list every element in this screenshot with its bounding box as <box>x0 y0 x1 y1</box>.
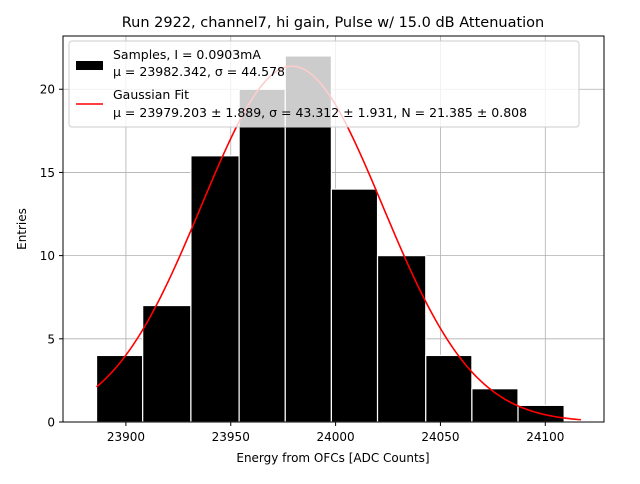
legend-samples-swatch <box>76 61 103 70</box>
y-tick-label-0: 0 <box>47 416 55 430</box>
x-tick-label-0: 23900 <box>107 430 145 444</box>
histogram-bar-0 <box>95 354 144 423</box>
x-axis-ticks: 23900 23950 24000 24050 24100 <box>107 422 564 444</box>
histogram-bar-5 <box>330 188 379 423</box>
histogram-bar-3 <box>238 88 286 423</box>
chart-title: Run 2922, channel7, hi gain, Pulse w/ 15… <box>122 15 545 31</box>
histogram-bar-2 <box>190 155 240 423</box>
x-tick-label-2: 24000 <box>317 430 355 444</box>
y-tick-label-2: 10 <box>40 249 55 263</box>
y-axis-ticks: 0 5 10 15 20 <box>40 83 63 430</box>
legend: Samples, I = 0.0903mA μ = 23982.342, σ =… <box>68 40 580 128</box>
legend-samples-stats: μ = 23982.342, σ = 44.578 <box>113 64 285 79</box>
histogram-bar-7 <box>425 354 473 423</box>
x-axis-label: Energy from OFCs [ADC Counts] <box>236 451 429 465</box>
legend-box <box>68 40 580 128</box>
y-tick-label-4: 20 <box>40 83 55 97</box>
x-tick-label-4: 24100 <box>526 430 564 444</box>
histogram-bar-1 <box>142 304 192 423</box>
histogram-bar-8 <box>471 388 519 423</box>
x-tick-label-3: 24050 <box>421 430 459 444</box>
y-tick-label-1: 5 <box>47 332 55 346</box>
y-tick-label-3: 15 <box>40 166 55 180</box>
histogram-bar-6 <box>376 255 427 423</box>
legend-fit-stats: μ = 23979.203 ± 1.889, σ = 43.312 ± 1.93… <box>113 105 527 120</box>
legend-samples-label: Samples, I = 0.0903mA <box>113 47 261 62</box>
x-tick-label-1: 23950 <box>212 430 250 444</box>
plot-frame <box>62 35 605 423</box>
y-axis-label: Entries <box>15 208 29 250</box>
legend-fit-label: Gaussian Fit <box>113 87 189 102</box>
